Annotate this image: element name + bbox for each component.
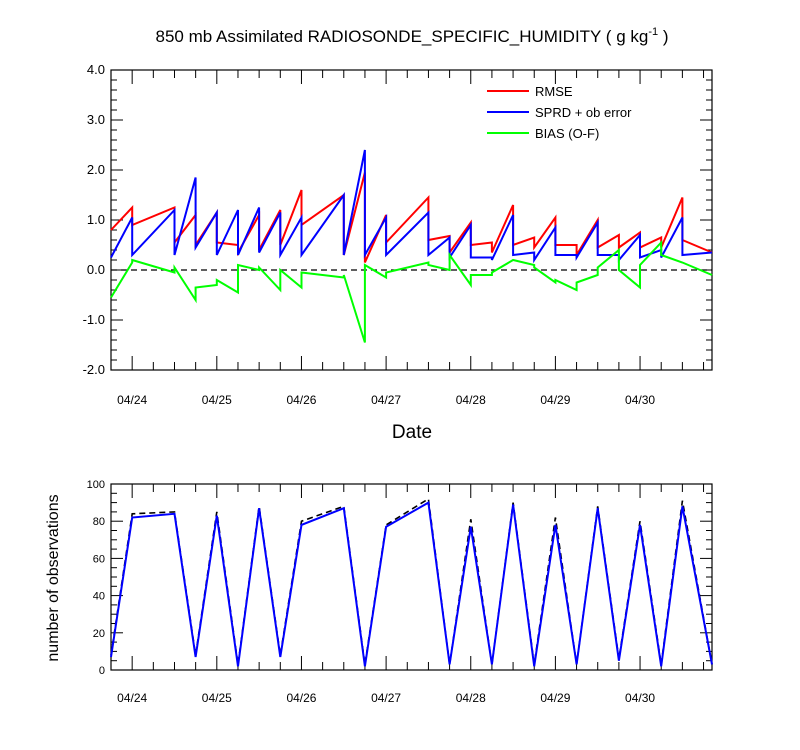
bottom-xtick-label: 04/27 <box>371 691 401 705</box>
bottom-ytick-label: 100 <box>87 479 105 491</box>
bottom-plot: 0 20 40 60 80 100 04/24 04/25 04/26 04/27 04/28 04/… <box>87 479 713 705</box>
bottom-ytick-label: 0 <box>99 665 105 677</box>
top-ytick-label: 0.0 <box>87 262 105 277</box>
top-xtick-label: 04/27 <box>371 393 401 407</box>
top-ytick-label: -1.0 <box>83 312 105 327</box>
top-ytick-label: 3.0 <box>87 112 105 127</box>
top-xtick-label: 04/29 <box>540 393 570 407</box>
bottom-xtick-label: 04/29 <box>540 691 570 705</box>
top-series-0 <box>110 172 713 263</box>
bottom-xtick-label: 04/24 <box>117 691 147 705</box>
chart-title: 850 mb Assimilated RADIOSONDE_SPECIFIC_H… <box>156 26 669 46</box>
top-xtick-label: 04/25 <box>202 393 232 407</box>
top-xtick-label: 04/28 <box>456 393 486 407</box>
top-series-1 <box>110 149 713 264</box>
bottom-xtick-label: 04/25 <box>202 691 232 705</box>
legend-label: RMSE <box>535 84 573 99</box>
bottom-xtick-label: 04/26 <box>286 691 316 705</box>
legend-label: SPRD + ob error <box>535 105 632 120</box>
bottom-ytick-label: 60 <box>93 553 105 565</box>
top-xlabel: Date <box>392 422 432 443</box>
legend-label: BIAS (O-F) <box>535 126 599 141</box>
title-superscript: -1 <box>648 26 658 38</box>
bottom-xtick-label: 04/30 <box>625 691 655 705</box>
top-plot: -2.0 -1.0 0.0 1.0 2.0 3.0 4.0 04/24 04/25 04/26 04… <box>83 62 713 407</box>
top-xtick-label: 04/26 <box>286 393 316 407</box>
top-xtick-label: 04/24 <box>117 393 147 407</box>
top-ytick-label: -2.0 <box>83 362 105 377</box>
top-ytick-label: 4.0 <box>87 62 105 77</box>
bottom-ytick-label: 80 <box>93 516 105 528</box>
bottom-series-1 <box>110 500 713 667</box>
top-xtick-label: 04/30 <box>625 393 655 407</box>
top-ytick-label: 2.0 <box>87 162 105 177</box>
bottom-ytick-label: 40 <box>93 591 105 603</box>
top-series-2 <box>110 239 713 343</box>
bottom-ylabel: number of observations <box>45 494 62 661</box>
bottom-ytick-label: 20 <box>93 628 105 640</box>
title-end: ) <box>658 27 668 46</box>
top-ytick-label: 1.0 <box>87 212 105 227</box>
bottom-xtick-label: 04/28 <box>456 691 486 705</box>
